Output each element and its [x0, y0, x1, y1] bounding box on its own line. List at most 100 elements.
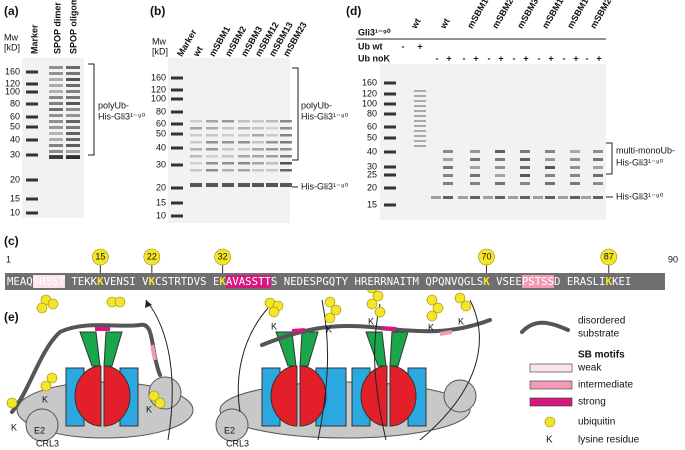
marker-band [26, 91, 38, 94]
sequence-plain: TEKK [65, 275, 97, 288]
gel-band [593, 158, 603, 161]
sequence-plain: D ERASLI [554, 275, 605, 288]
sign: - [488, 53, 491, 63]
gel-band [545, 166, 555, 169]
panel-label: (c) [4, 234, 19, 248]
marker-band [171, 187, 183, 190]
mw-label: Mw [4, 32, 18, 42]
sequence-plain: CSTRTDVS E [155, 275, 219, 288]
marker-band [171, 98, 183, 101]
marker-band [384, 103, 396, 106]
ladder-label: 60 [367, 121, 377, 131]
marker-band [26, 198, 38, 201]
gel-band [66, 132, 80, 135]
legend-intermediate [530, 381, 572, 389]
legend-text: disordered [578, 316, 625, 327]
marker-band [384, 204, 396, 207]
gel-band [238, 169, 250, 172]
ubiquitin-sites: 15 22 32 70 87 [92, 249, 616, 273]
bracket-label: His-Gli3¹⁻⁹⁰ [301, 111, 349, 121]
gel-band [545, 158, 555, 161]
gel-band [66, 155, 80, 159]
marker-band [384, 82, 396, 85]
marker-band [171, 77, 183, 80]
ladder-label: 50 [156, 128, 166, 138]
gel-band [190, 162, 202, 165]
gel-band [222, 169, 234, 172]
gel-band [266, 148, 278, 151]
marker-band [171, 89, 183, 92]
gel-band [593, 196, 603, 199]
gel-band [414, 125, 426, 127]
ladder-label: 60 [156, 118, 166, 128]
gel-band [443, 166, 453, 169]
marker-band [384, 93, 396, 96]
gel-band [190, 155, 202, 158]
gel-band [483, 196, 493, 199]
gel-band [190, 183, 202, 187]
ladder-label: 160 [151, 72, 166, 82]
gel-band [252, 169, 264, 172]
lysine-label: K [42, 394, 48, 404]
site-label: 87 [604, 251, 614, 261]
sequence-start: 1 [6, 254, 11, 264]
sign: + [573, 53, 578, 63]
lane-label: wt [438, 17, 452, 32]
bracket-label: His-Gli3¹⁻⁹⁰ [616, 157, 664, 167]
gel-band [266, 155, 278, 158]
gel-band [222, 127, 234, 130]
legend-text: lysine residue [578, 435, 640, 446]
gel-band [470, 158, 480, 161]
gel-band [190, 127, 202, 130]
panel-label: (e) [4, 310, 19, 324]
sequence-lysine: K [219, 275, 225, 288]
gel-band [206, 134, 218, 137]
sequence-plain: S NEDESPGQTY HRERRNAITM QPQNVQGLS [271, 275, 483, 288]
gel-band [49, 102, 63, 105]
gel-band [66, 150, 80, 153]
gel-band [470, 150, 480, 153]
gel-band [49, 150, 63, 153]
crl3-label: CRL3 [226, 438, 249, 448]
crl3-label: CRL3 [36, 438, 59, 448]
gel-band [414, 105, 426, 107]
gel-band [495, 158, 505, 161]
marker-band [171, 215, 183, 218]
sequence-plain: KEI [612, 275, 631, 288]
band-label: His-Gli3¹⁻⁹⁰ [616, 191, 664, 201]
gel-band [206, 120, 218, 123]
sign: + [523, 53, 528, 63]
gel-band [206, 141, 218, 144]
row-label: Ub wt [358, 41, 383, 51]
gel-band [545, 196, 555, 199]
lane-label: mSBM3 [515, 0, 540, 30]
marker-band [171, 164, 183, 167]
ladder-label: 100 [151, 93, 166, 103]
panel-label: (a) [4, 4, 19, 18]
motif-intermediate [440, 332, 452, 334]
motif-strong [292, 330, 305, 331]
ladder-label: 80 [10, 98, 20, 108]
motif-strong [382, 328, 396, 329]
site-label: 15 [95, 251, 105, 261]
gel-band [414, 130, 426, 132]
sign: - [563, 53, 566, 63]
marker-band [384, 151, 396, 154]
gel-band [66, 144, 80, 147]
gel-band [520, 196, 530, 199]
gel-band [458, 196, 468, 199]
marker-band [26, 179, 38, 182]
marker-band [384, 126, 396, 129]
gel-band [593, 150, 603, 153]
gel-band [495, 182, 505, 185]
ladder-label: 15 [156, 197, 166, 207]
marker-band [171, 111, 183, 114]
gel-band [431, 196, 441, 199]
gel-band [49, 126, 63, 129]
gel-band [266, 120, 278, 123]
sign: + [498, 53, 503, 63]
gel-band [266, 141, 278, 144]
marker-band [384, 166, 396, 169]
row-label: Ub noK [358, 53, 390, 63]
gel-band [252, 183, 264, 187]
